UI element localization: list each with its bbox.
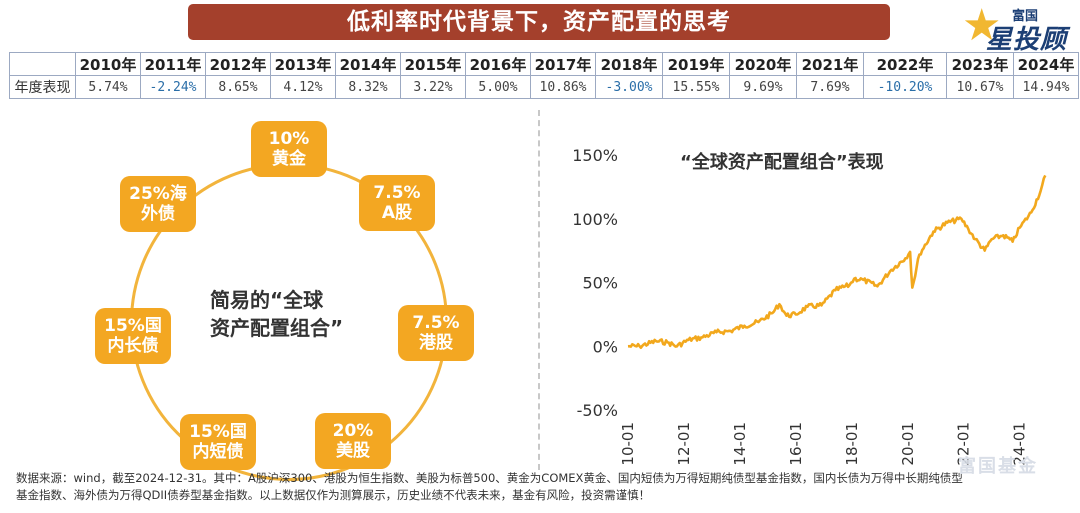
footnote-line2: 基金指数、海外债为万得QDII债券型基金指数。以上数据仅作为测算展示，历史业绩不… (16, 488, 651, 502)
year-value-4: 8.32% (335, 75, 401, 99)
year-value-1: -2.24% (140, 75, 206, 99)
year-value-12: -10.20% (863, 75, 947, 99)
year-value-14: 14.94% (1013, 75, 1079, 99)
allocation-asset: 内短债 (192, 442, 244, 462)
year-header-5: 2015年 (400, 52, 466, 76)
year-header-10: 2020年 (729, 52, 797, 76)
allocation-asset: 黄金 (272, 149, 306, 169)
year-header-0: 2010年 (75, 52, 141, 76)
allocation-node-1: 7.5% A股 (359, 175, 435, 231)
footnote-line1: 数据来源：wind，截至2024-12-31。其中：A股沪深300、港股为恒生指… (16, 471, 963, 485)
page-title: 低利率时代背景下，资产配置的思考 (347, 9, 731, 35)
allocation-pct: 25%海 (129, 184, 187, 204)
year-header-2: 2012年 (205, 52, 271, 76)
watermark: 富国基金 (958, 456, 1038, 477)
x-tick-label: 2024-01 (1011, 422, 1029, 465)
brand-line1: 富国 (1012, 9, 1039, 24)
allocation-asset: 美股 (336, 441, 370, 461)
allocation-pct: 15%国 (189, 422, 247, 442)
year-value-10: 9.69% (729, 75, 797, 99)
year-value-7: 10.86% (530, 75, 596, 99)
page-banner: 低利率时代背景下，资产配置的思考 (188, 4, 890, 40)
x-tick-label: 2018-01 (843, 422, 861, 465)
allocation-node-2: 7.5% 港股 (398, 305, 474, 361)
allocation-pct: 10% (268, 129, 310, 149)
table-corner-cell (9, 52, 76, 76)
brand-logo: ★ 富国 星投顾 (962, 0, 1072, 56)
year-header-11: 2021年 (796, 52, 864, 76)
x-tick-label: 2012-01 (675, 422, 693, 465)
year-value-0: 5.74% (75, 75, 141, 99)
year-value-6: 5.00% (465, 75, 531, 99)
y-tick-label: 100% (572, 210, 618, 229)
table-header-row: 2010年 2011年 2012年 2013年 2014年 2015年 2016年 2017年… (9, 52, 1079, 76)
table-value-row: 年度表现 5.74% -2.24% 8.65% 4.12% 8.32% 3.22% 5.00… (9, 75, 1079, 99)
x-tick-label: 2022-01 (955, 422, 973, 465)
year-value-5: 3.22% (400, 75, 466, 99)
x-tick-label: 2010-01 (619, 422, 637, 465)
x-tick-label: 2020-01 (899, 422, 917, 465)
year-header-13: 2023年 (946, 52, 1014, 76)
x-tick-label: 2016-01 (787, 422, 805, 465)
series-line (627, 174, 1047, 349)
year-header-12: 2022年 (863, 52, 947, 76)
row-label: 年度表现 (9, 75, 76, 99)
allocation-asset: 内长债 (107, 336, 159, 356)
year-header-14: 2024年 (1013, 52, 1079, 76)
year-header-1: 2011年 (140, 52, 206, 76)
brand-line2: 星投顾 (986, 25, 1068, 55)
allocation-node-4: 15%国 内短债 (180, 414, 256, 470)
chart-title: “全球资产配置组合”表现 (680, 151, 884, 173)
portfolio-label-line2: 资产配置组合” (210, 316, 344, 340)
year-value-11: 7.69% (796, 75, 864, 99)
y-tick-label: 50% (582, 274, 618, 293)
section-divider (538, 110, 540, 470)
year-value-2: 8.65% (205, 75, 271, 99)
portfolio-label: 简易的“全球 资产配置组合” (210, 286, 380, 342)
allocation-pct: 20% (332, 421, 374, 441)
y-tick-label: -50% (577, 401, 618, 420)
year-value-8: -3.00% (595, 75, 663, 99)
year-header-7: 2017年 (530, 52, 596, 76)
year-header-4: 2014年 (335, 52, 401, 76)
y-tick-label: 150% (572, 146, 618, 165)
annual-performance-table: 2010年 2011年 2012年 2013年 2014年 2015年 2016年 2017年… (9, 52, 1079, 99)
allocation-pct: 7.5% (412, 313, 460, 333)
allocation-node-5: 15%国 内长债 (95, 308, 171, 364)
allocation-asset: 港股 (419, 333, 453, 353)
x-tick-label: 2014-01 (731, 422, 749, 465)
y-tick-label: 0% (593, 337, 618, 356)
footnote: 数据来源：wind，截至2024-12-31。其中：A股沪深300、港股为恒生指… (16, 470, 1076, 504)
portfolio-label-line1: 简易的“全球 (210, 288, 324, 312)
allocation-node-6: 25%海 外债 (120, 176, 196, 232)
portfolio-performance-chart: “全球资产配置组合”表现 -50% 0% 50% 100% 150% 2010-01 2012… (572, 146, 1047, 465)
year-header-3: 2013年 (270, 52, 336, 76)
allocation-pct: 15%国 (104, 316, 162, 336)
allocation-asset: 外债 (141, 204, 175, 224)
allocation-node-3: 20% 美股 (315, 413, 391, 469)
year-value-13: 10.67% (946, 75, 1014, 99)
allocation-pct: 7.5% (373, 183, 421, 203)
year-header-8: 2018年 (595, 52, 663, 76)
star-icon: ★ (962, 0, 1002, 51)
allocation-node-0: 10% 黄金 (251, 121, 327, 177)
year-header-6: 2016年 (465, 52, 531, 76)
allocation-asset: A股 (381, 203, 413, 223)
year-value-9: 15.55% (662, 75, 730, 99)
year-header-9: 2019年 (662, 52, 730, 76)
year-value-3: 4.12% (270, 75, 336, 99)
